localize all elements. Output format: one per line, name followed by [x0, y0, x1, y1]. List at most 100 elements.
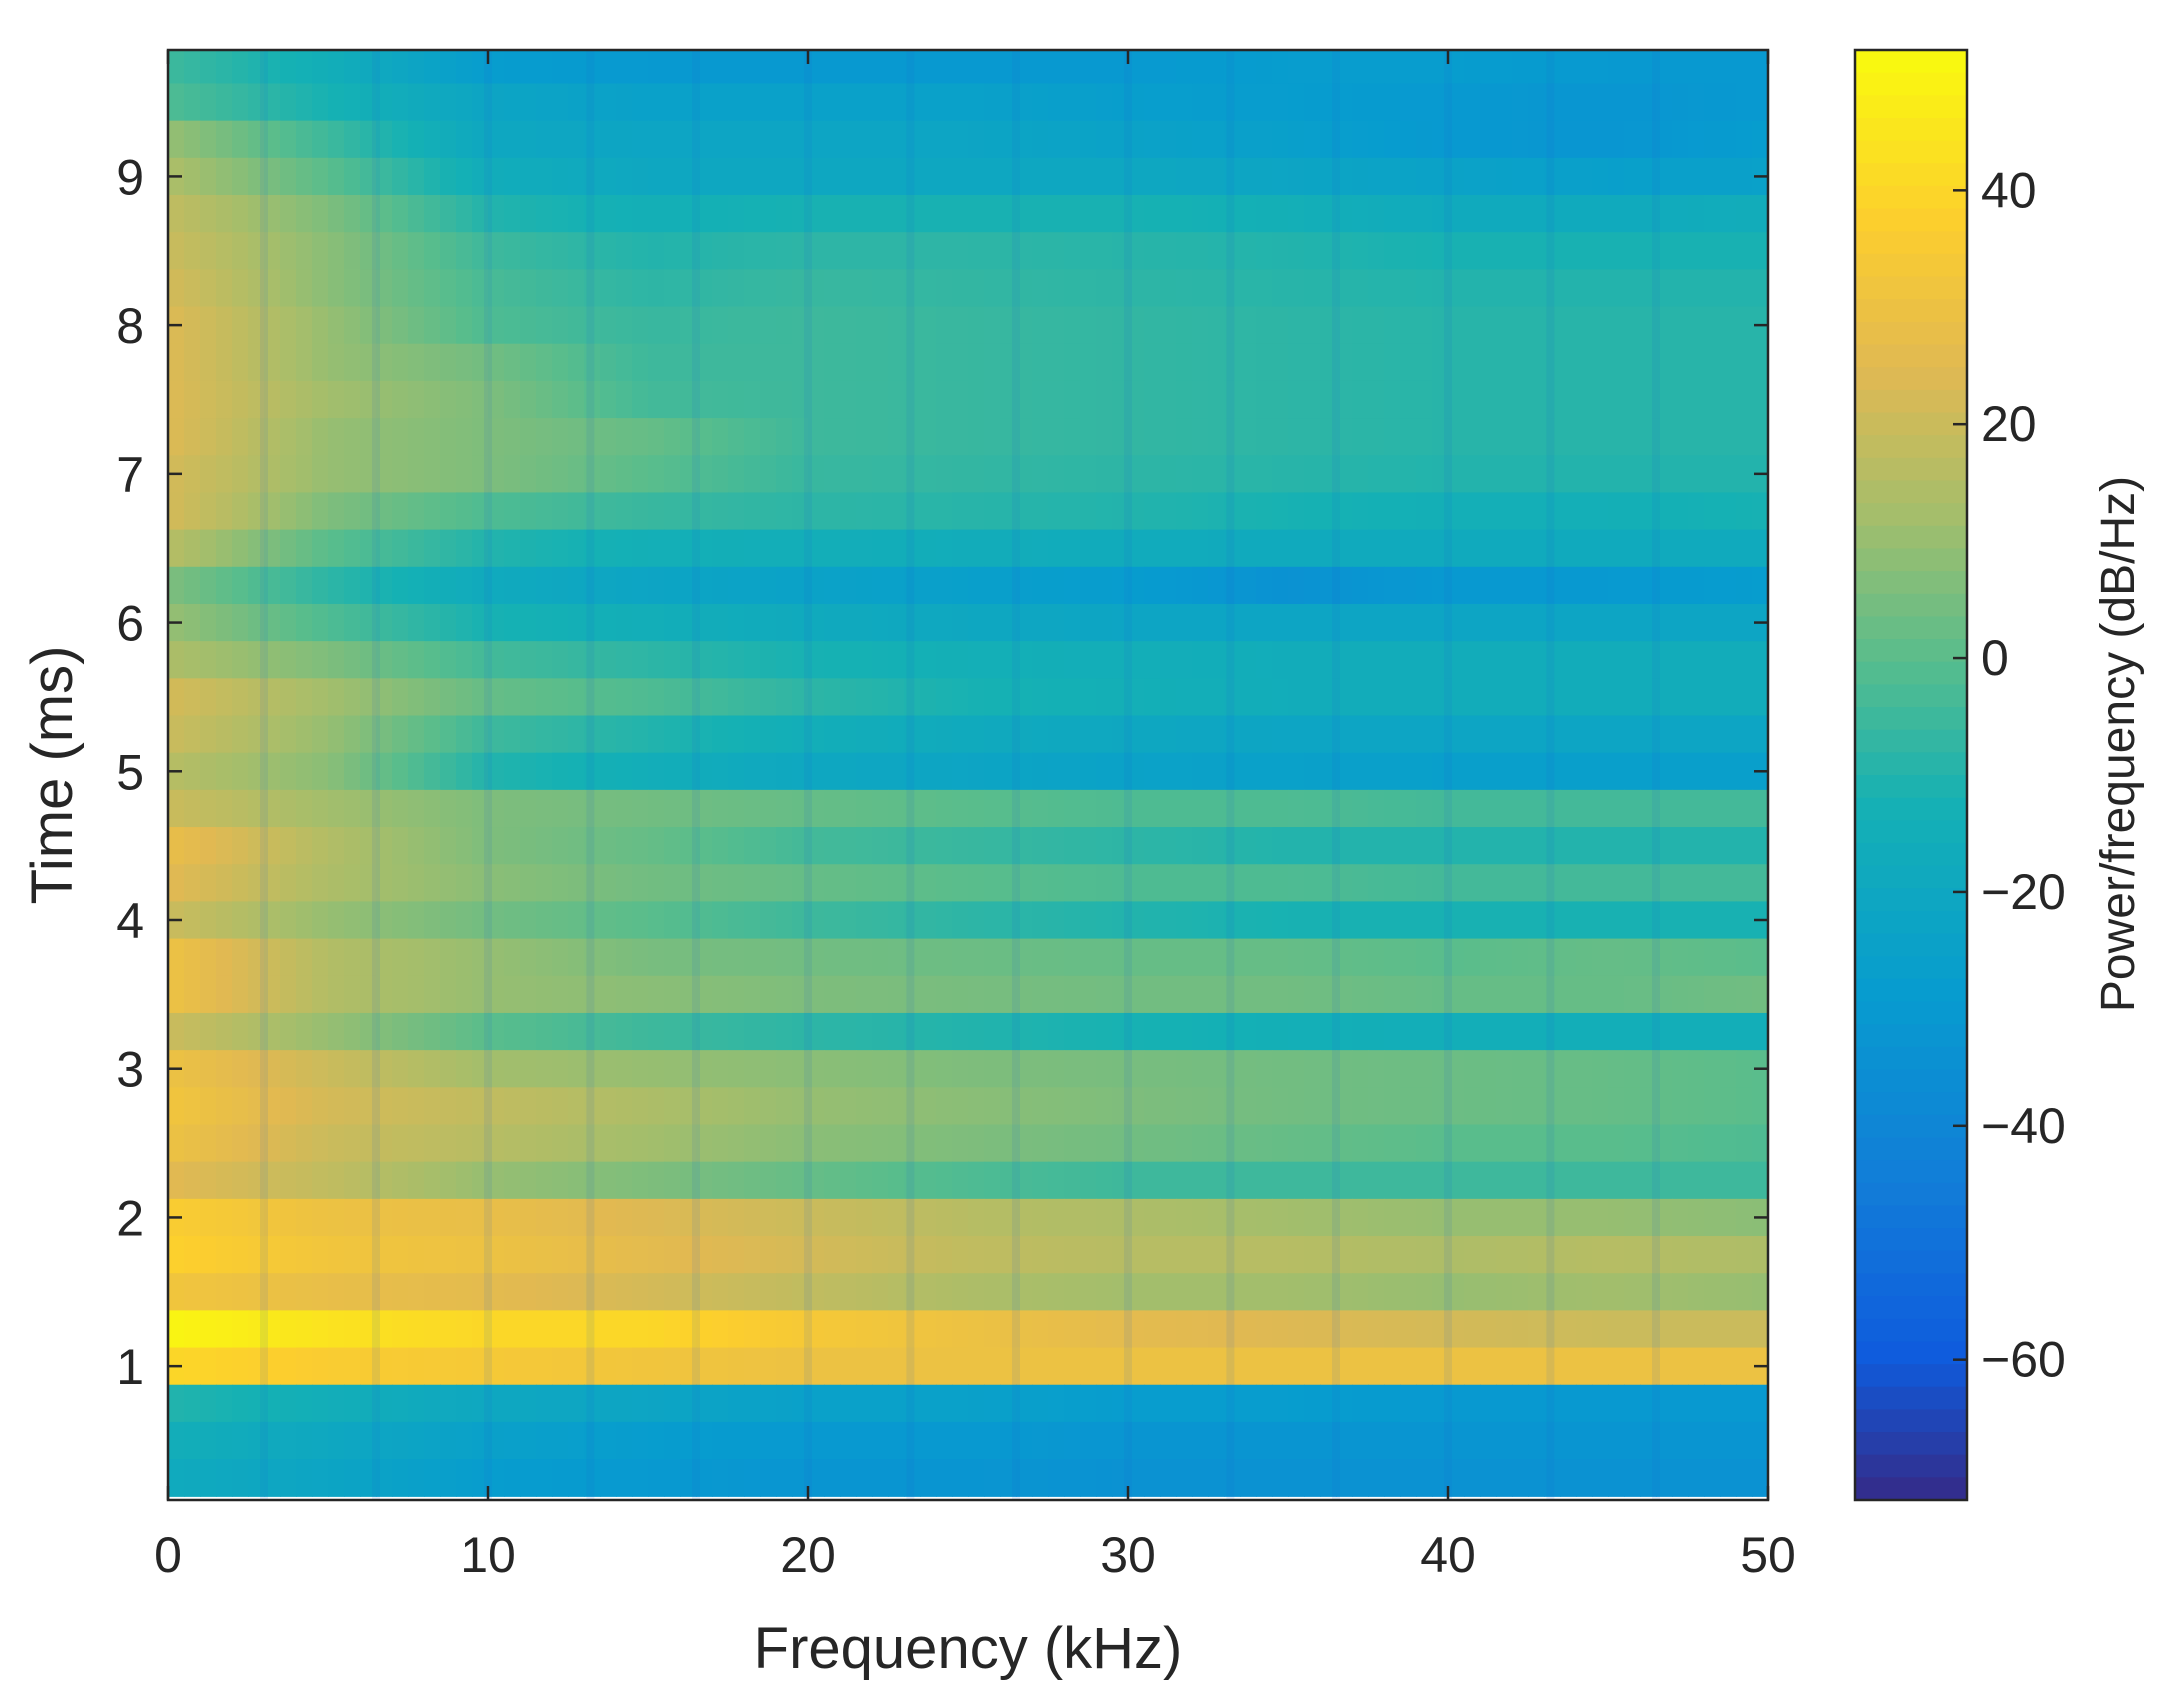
heatmap-cell [392, 232, 409, 270]
heatmap-cell [1752, 1310, 1768, 1349]
heatmap-cell [280, 938, 297, 977]
heatmap-cell [440, 492, 457, 531]
heatmap-cell [744, 529, 761, 568]
heatmap-cell [1096, 715, 1113, 754]
heatmap-cell [984, 120, 1001, 159]
heatmap-cell [344, 157, 361, 196]
heatmap-cell [664, 1347, 681, 1386]
heatmap-cell [1624, 157, 1641, 196]
heatmap-cell [536, 1236, 553, 1274]
heatmap-cell [616, 492, 633, 531]
heatmap-cell [1176, 1384, 1193, 1423]
heatmap-cell [1080, 83, 1097, 122]
heatmap-cell [1064, 529, 1081, 568]
heatmap-cell [584, 678, 601, 717]
heatmap-cell [1720, 752, 1737, 791]
heatmap-cell [168, 641, 185, 679]
heatmap-cell [1400, 50, 1417, 85]
heatmap-cell [1144, 901, 1161, 940]
heatmap-cell [1192, 1273, 1209, 1311]
heatmap-cell [712, 195, 729, 233]
heatmap-cell [1704, 195, 1721, 233]
heatmap-cell [632, 343, 649, 382]
heatmap-cell [232, 789, 249, 828]
heatmap-cell [952, 1012, 969, 1051]
heatmap-cell [1576, 603, 1593, 642]
heatmap-cell [360, 195, 377, 233]
heatmap-cell [1576, 343, 1593, 382]
heatmap-cell [728, 827, 745, 865]
heatmap-cell [376, 1421, 393, 1460]
heatmap-cell [872, 1087, 889, 1126]
heatmap-cell [360, 306, 377, 345]
heatmap-cell [680, 1384, 697, 1423]
heatmap-cell [296, 1050, 313, 1088]
x-tick-label: 40 [1420, 1527, 1476, 1583]
heatmap-cell [376, 1161, 393, 1200]
heatmap-cell [344, 1421, 361, 1460]
heatmap-cell [1496, 603, 1513, 642]
heatmap-cell [632, 1384, 649, 1423]
heatmap-cell [440, 1384, 457, 1423]
heatmap-cell [616, 1273, 633, 1311]
heatmap-cell [1160, 1124, 1177, 1163]
heatmap-cell [696, 306, 713, 345]
colorbar-band [1855, 1069, 1967, 1093]
heatmap-cell [1288, 195, 1305, 233]
heatmap-cell [920, 1273, 937, 1311]
heatmap-cell [696, 1050, 713, 1088]
heatmap-cell [600, 529, 617, 568]
heatmap-cell [248, 418, 265, 456]
heatmap-cell [872, 380, 889, 419]
heatmap-cell [776, 752, 793, 791]
heatmap-cell [1624, 789, 1641, 828]
heatmap-cell [760, 1012, 777, 1051]
heatmap-cell [1208, 603, 1225, 642]
heatmap-cell [488, 827, 505, 865]
heatmap-cell [936, 269, 953, 308]
heatmap-cell [600, 1273, 617, 1311]
heatmap-cell [1080, 380, 1097, 419]
heatmap-cell [984, 678, 1001, 717]
heatmap-cell [616, 1236, 633, 1274]
heatmap-cell [1560, 678, 1577, 717]
heatmap-cell [1704, 1459, 1721, 1497]
heatmap-cell [888, 120, 905, 159]
heatmap-cell [1544, 492, 1561, 531]
heatmap-cell [552, 678, 569, 717]
heatmap-cell [312, 715, 329, 754]
heatmap-cell [568, 455, 585, 494]
heatmap-cell [1528, 418, 1545, 456]
heatmap-cell [600, 1236, 617, 1274]
heatmap-cell [216, 566, 233, 605]
heatmap-cell [920, 752, 937, 791]
heatmap-cell [520, 603, 537, 642]
heatmap-cell [1720, 641, 1737, 679]
heatmap-cell [1144, 492, 1161, 531]
heatmap-cell [1096, 455, 1113, 494]
colorbar-band [1855, 797, 1967, 821]
heatmap-cell [328, 1050, 345, 1088]
heatmap-cell [1736, 1012, 1753, 1051]
heatmap-cell [600, 306, 617, 345]
heatmap-cell [712, 269, 729, 308]
heatmap-cell [1752, 641, 1768, 679]
heatmap-cell [408, 120, 425, 159]
heatmap-cell [456, 1198, 473, 1237]
heatmap-cell [1464, 1347, 1481, 1386]
heatmap-cell [1528, 343, 1545, 382]
heatmap-cell [744, 343, 761, 382]
colorbar-band [1855, 1160, 1967, 1184]
heatmap-cell [1352, 938, 1369, 977]
heatmap-cell [664, 529, 681, 568]
heatmap-cell [1048, 1384, 1065, 1423]
heatmap-cell [1336, 455, 1353, 494]
heatmap-cell [1464, 603, 1481, 642]
heatmap-cell [984, 269, 1001, 308]
heatmap-cell [1272, 343, 1289, 382]
heatmap-cell [1320, 1012, 1337, 1051]
heatmap-cell [1096, 269, 1113, 308]
heatmap-cell [1640, 157, 1657, 196]
heatmap-cell [200, 1087, 217, 1126]
heatmap-cell [584, 1012, 601, 1051]
